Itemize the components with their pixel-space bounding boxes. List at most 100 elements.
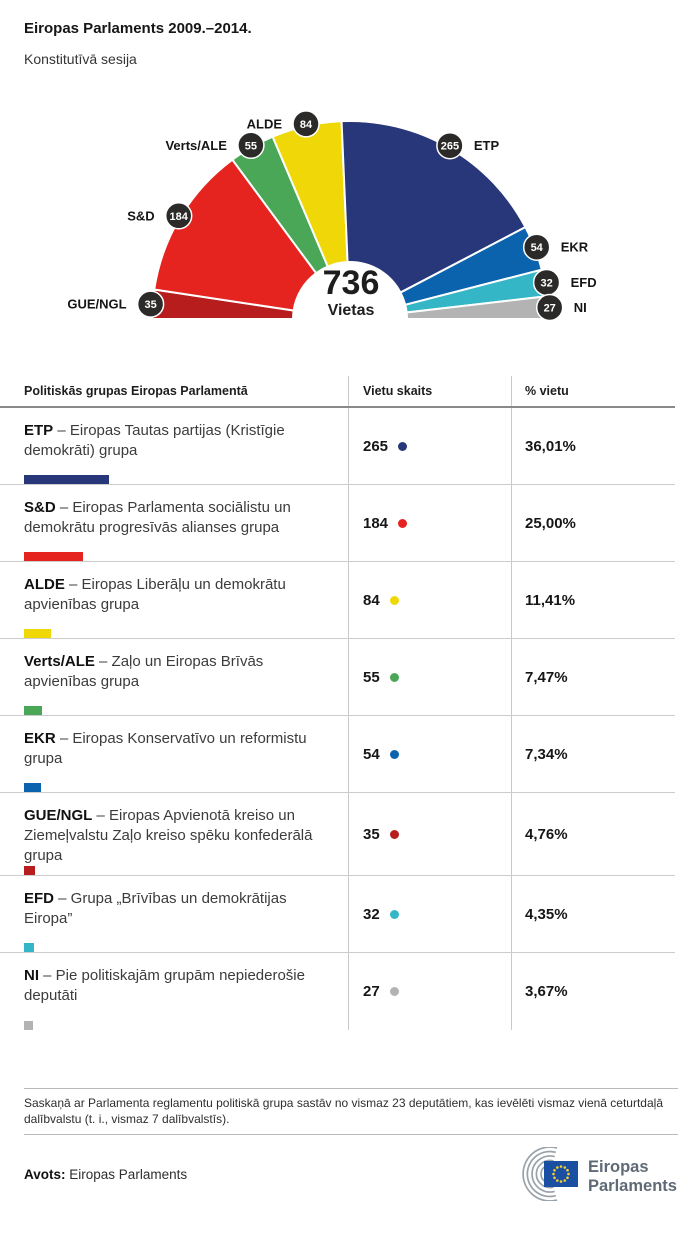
page-subtitle: Konstitutīvā sesija (24, 51, 137, 67)
european-parliament-logo: Eiropas Parlaments (506, 1147, 686, 1201)
group-name-cell: ETP – Eiropas Tautas partijas (Kristīgie… (0, 408, 348, 484)
total-seats-value: 736 (323, 264, 380, 302)
source-value: Eiropas Parlaments (69, 1166, 188, 1182)
group-name-cell: EFD – Grupa „Brīvības un demokrātijas Ei… (0, 876, 348, 952)
table-row-ni: NI – Pie politiskajām grupām nepiederoši… (0, 953, 675, 1030)
share-bar (24, 783, 42, 792)
hemicycle-chart: 35 GUE/NGL 184 S&D 55 Verts/ALE 84 ALDE 265 ETP 54… (0, 97, 700, 342)
table-row-verts-ale: Verts/ALE – Zaļo un Eiropas Brīvās apvie… (0, 639, 675, 716)
group-color-dot (389, 749, 399, 759)
percent-cell: 7,47% (511, 639, 675, 715)
seats-cell: 265 (348, 408, 511, 484)
hemicycle-svg: 35 GUE/NGL 184 S&D 55 Verts/ALE 84 ALDE 265 ETP 54… (67, 110, 597, 322)
group-abbr: NI (24, 967, 39, 984)
seats-value: 54 (363, 745, 380, 763)
table-row-etp: ETP – Eiropas Tautas partijas (Kristīgie… (0, 408, 675, 485)
seat-badge-verts-ale (237, 131, 265, 160)
seat-badge-s-d (164, 202, 193, 230)
group-label-ekr: EKR (561, 240, 589, 255)
share-bar (24, 552, 83, 561)
group-name-text: ETP – Eiropas Tautas partijas (Kristīgie… (24, 422, 285, 459)
group-name-text: ALDE – Eiropas Liberāļu un demokrātu apv… (24, 576, 286, 613)
group-name-text: NI – Pie politiskajām grupām nepiederoši… (24, 967, 305, 1004)
percent-cell: 36,01% (511, 408, 675, 484)
group-color-dot (389, 595, 399, 605)
group-label-ni: NI (574, 300, 587, 315)
seat-badge-value: 27 (544, 303, 556, 315)
group-abbr: ALDE (24, 576, 65, 593)
table-row-gue-ngl: GUE/NGL – Eiropas Apvienotā kreiso un Zi… (0, 793, 675, 876)
share-bar (24, 1021, 33, 1030)
group-name-text: EFD – Grupa „Brīvības un demokrātijas Ei… (24, 890, 287, 927)
col-header-seats: Vietu skaits (348, 376, 511, 406)
footnote-divider-bottom (24, 1134, 678, 1135)
seat-badge-value: 35 (144, 299, 156, 311)
group-color-dot (389, 829, 399, 839)
table-row-alde: ALDE – Eiropas Liberāļu un demokrātu apv… (0, 562, 675, 639)
group-label-efd: EFD (571, 275, 597, 290)
seat-badge-value: 54 (531, 242, 544, 254)
group-label-gue-ngl: GUE/NGL (67, 297, 126, 312)
col-header-percent: % vietu (511, 376, 675, 406)
page-title: Eiropas Parlaments 2009.–2014. (24, 20, 252, 37)
col-header-groups: Politiskās grupas Eiropas Parlamentā (24, 384, 248, 398)
eu-flag-star (563, 1179, 567, 1182)
logo-hemicycle-arc (531, 1155, 555, 1193)
eu-flag-star (556, 1179, 559, 1182)
seats-cell: 55 (348, 639, 511, 715)
eu-flag-star (553, 1176, 556, 1180)
seats-value: 27 (363, 983, 380, 1000)
group-label-verts-ale: Verts/ALE (165, 138, 227, 153)
group-abbr: GUE/NGL (24, 807, 93, 824)
share-bar (24, 475, 109, 484)
group-name-cell: Verts/ALE – Zaļo un Eiropas Brīvās apvie… (0, 639, 348, 715)
group-name-cell: ALDE – Eiropas Liberāļu un demokrātu apv… (0, 562, 348, 638)
seats-cell: 84 (348, 562, 511, 638)
seat-badge-value: 265 (441, 141, 459, 153)
group-name-cell: S&D – Eiropas Parlamenta sociālistu un d… (0, 485, 348, 561)
group-label-etp: ETP (474, 138, 500, 153)
share-bar (24, 866, 36, 875)
seat-badge-ni (535, 293, 564, 322)
logo-hemicycle-arc (535, 1159, 554, 1189)
logo-hemicycle-arc (522, 1147, 558, 1201)
seat-badge-alde (292, 110, 320, 138)
eu-flag-star (553, 1169, 556, 1172)
seats-value: 32 (363, 905, 380, 923)
seats-value: 84 (363, 591, 380, 609)
eu-flag-star (559, 1180, 563, 1183)
group-color-dot (389, 909, 399, 919)
eu-flag-star (566, 1176, 569, 1180)
group-abbr: EKR (24, 730, 56, 747)
footnote-text: Saskaņā ar Parlamenta reglamentu politis… (24, 1096, 663, 1126)
seats-value: 35 (363, 825, 380, 843)
group-name-text: GUE/NGL – Eiropas Apvienotā kreiso un Zi… (24, 807, 313, 864)
source-label: Avots: (24, 1166, 66, 1182)
seat-badge-value: 55 (245, 140, 257, 152)
source-line: Avots: Eiropas Parlaments (24, 1167, 187, 1182)
seats-cell: 54 (348, 716, 511, 792)
group-name-cell: EKR – Eiropas Konservatīvo un reformistu… (0, 716, 348, 792)
group-abbr: Verts/ALE (24, 653, 95, 670)
group-color-dot (398, 441, 408, 451)
group-name-cell: GUE/NGL – Eiropas Apvienotā kreiso un Zi… (0, 793, 348, 875)
seats-value: 55 (363, 668, 380, 686)
seats-value: 265 (363, 437, 389, 455)
seat-badge-value: 32 (540, 278, 552, 290)
share-bar (24, 629, 51, 638)
table-row-ekr: EKR – Eiropas Konservatīvo un reformistu… (0, 716, 675, 793)
percent-cell: 4,35% (511, 876, 675, 952)
total-seats-unit: Vietas (328, 302, 375, 319)
group-abbr: ETP (24, 422, 54, 439)
percent-cell: 7,34% (511, 716, 675, 792)
group-abbr: EFD (24, 890, 54, 907)
group-label-s-d: S&D (127, 208, 154, 223)
share-bar (24, 943, 35, 952)
group-color-dot (389, 987, 399, 996)
table-header-row: Politiskās grupas Eiropas Parlamentā Vie… (0, 376, 675, 408)
logo-text-line2: Parlaments (588, 1177, 677, 1195)
segment-s-d (153, 158, 318, 312)
percent-cell: 3,67% (511, 953, 675, 1030)
seat-badge-value: 84 (300, 119, 313, 131)
